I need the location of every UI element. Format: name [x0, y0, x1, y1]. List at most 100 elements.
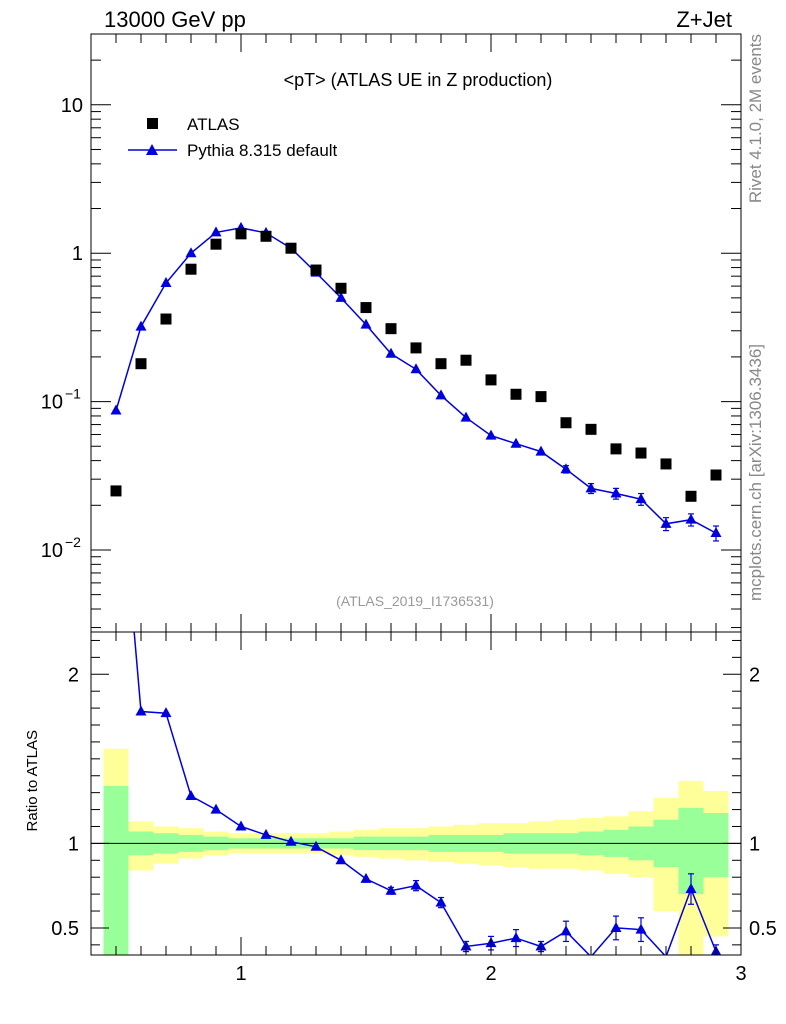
ratio-data-point — [635, 923, 647, 934]
atlas-data-point — [410, 342, 422, 354]
ratio-y-tick-label-right: 0.5 — [749, 918, 777, 940]
x-tick-label: 1 — [235, 963, 246, 985]
atlas-data-point — [560, 417, 572, 429]
ratio-plot-frame — [90, 631, 742, 956]
ratio-data-point — [185, 790, 197, 801]
ratio-data-point — [685, 883, 697, 894]
atlas-data-point — [685, 490, 697, 502]
pythia-data-point — [660, 517, 672, 528]
atlas-data-point — [585, 423, 597, 435]
pythia-data-point — [535, 445, 547, 456]
pythia-data-point — [360, 318, 372, 329]
pythia-data-point — [435, 389, 447, 400]
main-y-tick-exponent: −2 — [65, 534, 81, 550]
atlas-data-point — [160, 313, 172, 325]
ratio-data-point — [285, 835, 297, 846]
atlas-data-point — [385, 323, 397, 335]
legend-atlas-label: ATLAS — [187, 115, 240, 134]
pythia-data-point — [210, 226, 222, 237]
header-beam-label: 13000 GeV pp — [104, 7, 246, 32]
atlas-data-point — [185, 263, 197, 275]
ratio-data-point — [610, 921, 622, 932]
ratio-data-point — [460, 940, 472, 951]
main-data-layer — [110, 221, 722, 542]
ratio-data-point — [335, 854, 347, 865]
pythia-data-point — [160, 276, 172, 287]
ratio-plot-panel: 0.5 0.5 1 1 2 2 1 2 3 Ratio to ATLAS — [24, 631, 777, 985]
atlas-data-point — [660, 458, 672, 470]
ratio-clipped-group — [133, 632, 722, 955]
pythia-data-point — [485, 429, 497, 440]
mcplots-source-label: mcplots.cern.ch [arXiv:1306.3436] — [746, 344, 765, 601]
pythia-data-point — [460, 411, 472, 422]
legend: ATLAS Pythia 8.315 default — [128, 115, 338, 160]
ratio-data-point — [410, 879, 422, 890]
ratio-data-point — [510, 932, 522, 943]
pythia-data-point — [635, 493, 647, 504]
header-process-label: Z+Jet — [676, 7, 732, 32]
ratio-y-tick-label-left: 2 — [68, 664, 79, 686]
atlas-data-point — [485, 374, 497, 386]
x-tick-label: 2 — [485, 963, 496, 985]
legend-atlas-marker — [147, 118, 158, 129]
ratio-data-point — [310, 840, 322, 851]
ratio-data-point — [135, 705, 147, 716]
atlas-data-point — [210, 238, 222, 250]
atlas-data-point — [310, 264, 322, 276]
ratio-y-axis-label: Ratio to ATLAS — [24, 730, 41, 831]
main-y-tick-label: 1 — [72, 243, 83, 265]
pythia-data-point — [560, 463, 572, 474]
pythia-data-point — [510, 437, 522, 448]
pythia-data-point — [110, 404, 122, 415]
analysis-watermark: (ATLAS_2019_I1736531) — [336, 593, 494, 609]
pythia-data-point — [410, 363, 422, 374]
main-plot-frame — [90, 33, 742, 633]
atlas-data-point — [260, 230, 272, 242]
ratio-inner-band — [703, 812, 729, 878]
atlas-data-point — [135, 358, 147, 370]
atlas-data-point — [510, 388, 522, 400]
ratio-y-tick-label-right: 1 — [749, 833, 760, 855]
atlas-data-point — [635, 447, 647, 459]
pythia-data-point — [585, 482, 597, 493]
rivet-version-label: Rivet 4.1.0, 2M events — [746, 34, 765, 203]
ratio-data-layer — [133, 632, 722, 955]
x-tick-label: 3 — [735, 963, 746, 985]
main-y-tick-label: 10 — [61, 95, 83, 117]
atlas-data-point — [235, 228, 247, 240]
ratio-data-point — [435, 896, 447, 907]
pythia-data-point — [685, 513, 697, 524]
pythia-data-point — [610, 487, 622, 498]
atlas-data-point — [710, 469, 722, 481]
atlas-data-point — [335, 282, 347, 294]
ratio-axis-ticks: 0.5 0.5 1 1 2 2 1 2 3 — [51, 632, 777, 985]
main-y-tick-label: 10 — [41, 540, 63, 562]
ratio-y-tick-label-right: 2 — [749, 664, 760, 686]
ratio-data-point — [535, 940, 547, 951]
pythia-data-point — [710, 527, 722, 538]
legend-pythia-marker — [146, 144, 158, 155]
ratio-data-point — [360, 872, 372, 883]
main-y-tick-exponent: −1 — [65, 386, 81, 402]
pythia-data-point — [385, 347, 397, 358]
pythia-data-point — [185, 247, 197, 258]
atlas-data-point — [285, 242, 297, 254]
atlas-data-point — [110, 485, 122, 497]
ratio-data-point — [385, 884, 397, 895]
ratio-y-tick-label-left: 0.5 — [51, 918, 79, 940]
ratio-data-point — [235, 820, 247, 831]
main-y-tick-label: 10 — [41, 392, 63, 414]
ratio-data-point — [260, 828, 272, 839]
ratio-uncertainty-bands — [103, 748, 729, 955]
atlas-data-point — [610, 443, 622, 455]
ratio-data-point — [560, 925, 572, 936]
atlas-data-point — [535, 391, 547, 403]
ratio-y-tick-label-left: 1 — [68, 833, 79, 855]
plot-title: <pT> (ATLAS UE in Z production) — [284, 70, 553, 90]
atlas-data-point — [360, 302, 372, 314]
ratio-data-point — [210, 803, 222, 814]
atlas-data-point — [460, 354, 472, 366]
